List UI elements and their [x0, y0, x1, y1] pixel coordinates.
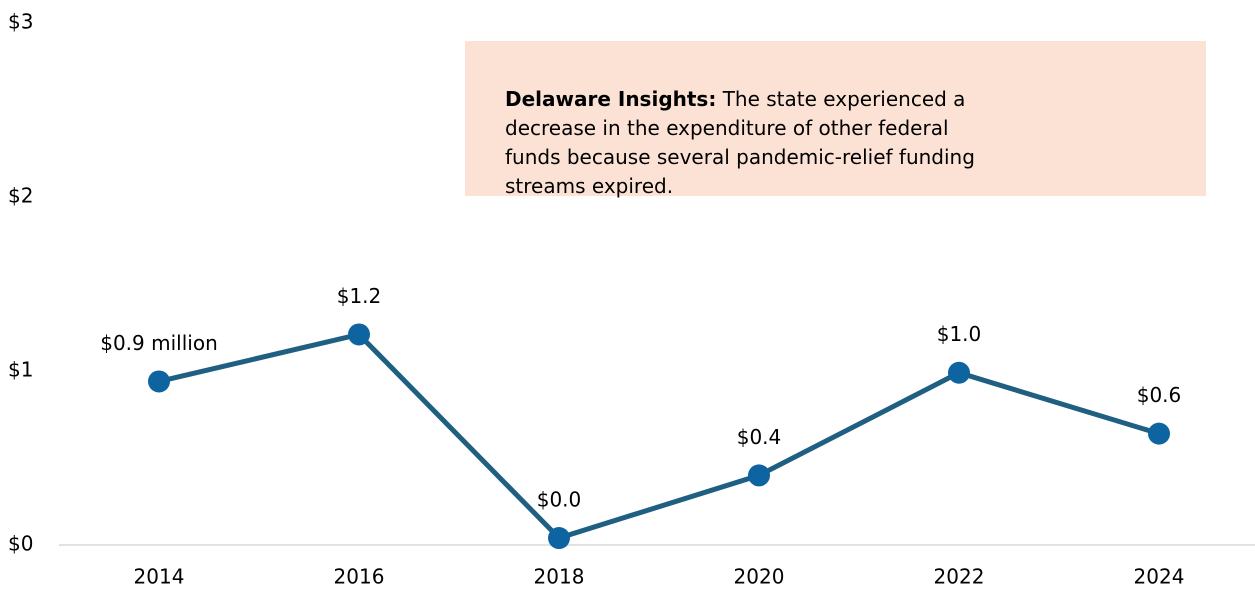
y-tick-label: $2 — [8, 184, 33, 208]
x-tick-label: 2022 — [934, 565, 985, 589]
marker — [1148, 422, 1170, 445]
data-label: $0.9 million — [100, 331, 218, 355]
annotation-box: Delaware Insights: The state experienced… — [465, 41, 1206, 198]
data-label: $0.4 — [737, 425, 782, 449]
y-tick-label: $3 — [8, 10, 33, 34]
x-tick-label: 2018 — [534, 565, 585, 589]
x-tick-label: 2014 — [134, 565, 185, 589]
annotation-label: Delaware Insights: — [505, 87, 717, 111]
line — [158, 331, 1160, 541]
y-tick-label: $0 — [8, 532, 33, 556]
y-tick-label: $1 — [8, 358, 33, 382]
marker — [548, 527, 570, 550]
data-label: $0.6 — [1137, 383, 1182, 407]
data-label: $0.0 — [537, 488, 582, 512]
annotation: Delaware Insights: The state experienced… — [505, 85, 975, 201]
annotation-text: The state experienced a decrease in the … — [505, 87, 975, 198]
marker — [748, 464, 770, 487]
data-label: $1.0 — [937, 322, 982, 346]
x-tick-label: 2024 — [1134, 565, 1185, 589]
data-label: $1.2 — [337, 284, 382, 308]
marker — [348, 323, 370, 346]
marker — [148, 370, 170, 393]
x-tick-label: 2020 — [734, 565, 785, 589]
x-tick-label: 2016 — [334, 565, 385, 589]
marker — [948, 361, 970, 384]
